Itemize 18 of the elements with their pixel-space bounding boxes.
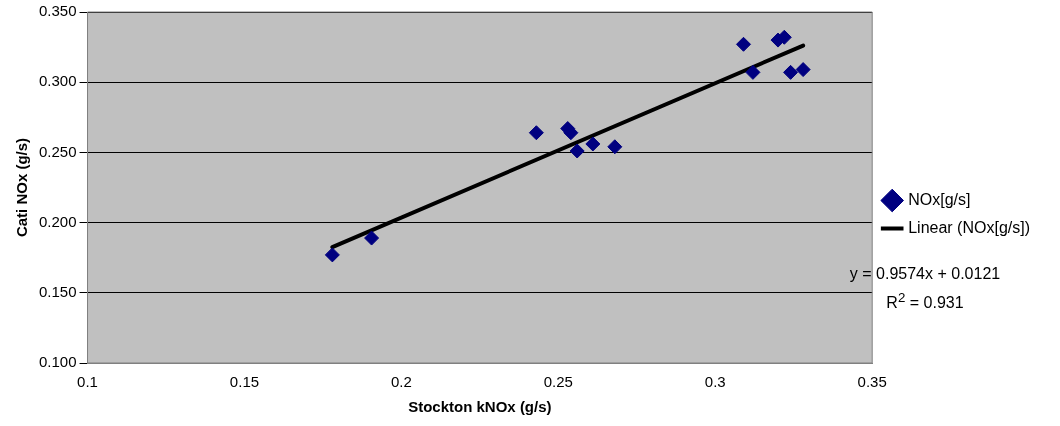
x-tick-label: 0.1 [77,373,98,391]
y-tick-label: 0.100 [38,353,77,371]
x-tick-label: 0.3 [704,373,726,391]
x-tick-label: 0.2 [390,373,412,391]
x-tick-label: 0.35 [857,373,887,391]
y-tick-label: 0.350 [38,2,77,20]
y-tick-label: 0.150 [38,282,77,300]
annotation: y = 0.9574x + 0.0121 [848,264,1002,284]
y-tick-label: 0.300 [38,72,77,90]
legend-label: NOx[g/s] [908,190,971,208]
x-axis-title: Stockton kNOx (g/s) [408,398,552,416]
y-tick-label: 0.200 [38,212,77,230]
y-axis-title: Cati NOx (g/s) [13,137,31,238]
legend-label: Linear (NOx[g/s]) [908,218,1030,236]
x-tick-label: 0.15 [229,373,260,391]
x-tick-label: 0.25 [543,373,573,391]
y-tick-label: 0.250 [38,142,77,160]
text: R$^{2}$ = 0.931 [885,289,965,314]
